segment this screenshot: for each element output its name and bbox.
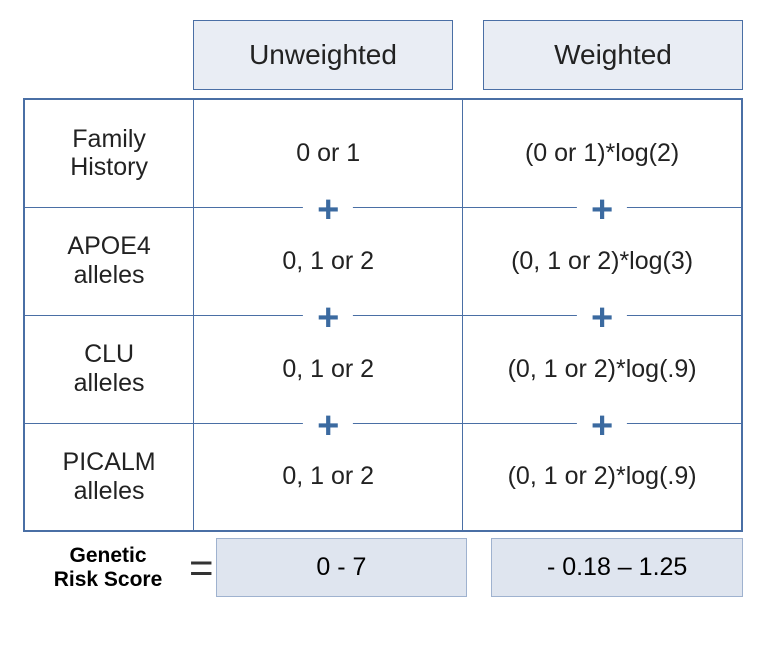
- header-unweighted: Unweighted: [193, 20, 453, 90]
- table-row: PICALM alleles 0, 1 or 2 (0, 1 or 2)*log…: [24, 423, 742, 531]
- cell-unweighted: 0 or 1 +: [194, 99, 463, 207]
- range-weighted: - 0.18 – 1.25: [491, 538, 743, 597]
- row-label-line: CLU: [84, 340, 134, 368]
- row-label-line: alleles: [74, 369, 145, 397]
- plus-icon: +: [577, 191, 627, 229]
- cell-value: 0 or 1: [296, 139, 360, 167]
- footer-row: Genetic Risk Score = 0 - 7 - 0.18 – 1.25: [23, 538, 743, 597]
- row-label-family-history: Family History: [24, 99, 194, 207]
- table-row: APOE4 alleles 0, 1 or 2 + (0, 1 or 2)*lo…: [24, 207, 742, 315]
- cell-weighted: (0 or 1)*log(2) +: [463, 99, 742, 207]
- factors-table: Family History 0 or 1 + (0 or 1)*log(2) …: [23, 98, 743, 532]
- plus-icon: +: [303, 407, 353, 445]
- footer-label-line: Risk Score: [54, 568, 163, 591]
- cell-value: (0, 1 or 2)*log(3): [511, 247, 693, 275]
- row-label-clu: CLU alleles: [24, 315, 194, 423]
- footer-label: Genetic Risk Score: [23, 544, 193, 590]
- cell-value: (0 or 1)*log(2): [525, 139, 679, 167]
- cell-value: 0, 1 or 2: [282, 247, 374, 275]
- footer-label-line: Genetic: [69, 544, 146, 567]
- table-row: CLU alleles 0, 1 or 2 + (0, 1 or 2)*log(…: [24, 315, 742, 423]
- cell-value: 0, 1 or 2: [282, 355, 374, 383]
- footer-ranges: 0 - 7 - 0.18 – 1.25: [216, 538, 743, 597]
- row-label-line: History: [70, 153, 148, 181]
- plus-icon: +: [303, 191, 353, 229]
- row-label-line: Family: [72, 125, 146, 153]
- cell-value: (0, 1 or 2)*log(.9): [508, 462, 697, 490]
- table-row: Family History 0 or 1 + (0 or 1)*log(2) …: [24, 99, 742, 207]
- plus-icon: +: [303, 299, 353, 337]
- range-unweighted: 0 - 7: [216, 538, 468, 597]
- cell-value: 0, 1 or 2: [282, 462, 374, 490]
- plus-icon: +: [577, 407, 627, 445]
- row-label-picalm: PICALM alleles: [24, 423, 194, 531]
- row-label-line: alleles: [74, 477, 145, 505]
- row-label-apoe4: APOE4 alleles: [24, 207, 194, 315]
- row-label-line: APOE4: [67, 232, 150, 260]
- cell-value: (0, 1 or 2)*log(.9): [508, 355, 697, 383]
- column-headers: Unweighted Weighted: [193, 20, 743, 90]
- plus-icon: +: [577, 299, 627, 337]
- header-weighted: Weighted: [483, 20, 743, 90]
- row-label-line: PICALM: [63, 448, 156, 476]
- risk-score-diagram: Unweighted Weighted Family History 0 or …: [23, 20, 743, 597]
- row-label-line: alleles: [74, 261, 145, 289]
